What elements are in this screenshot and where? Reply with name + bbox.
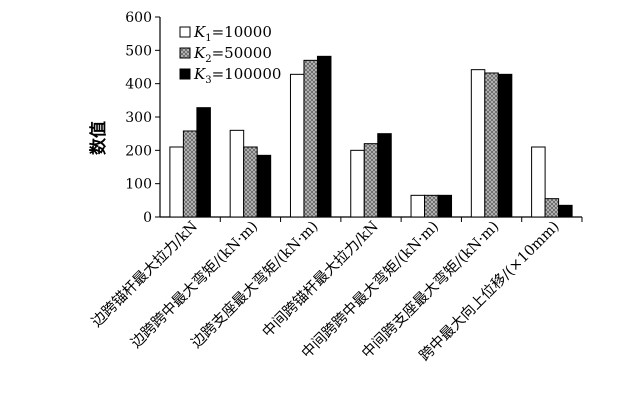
bar-1-cat-5 [410, 194, 426, 218]
y-tick-label: 300 [125, 110, 152, 126]
bar-2-cat-2 [243, 146, 258, 218]
y-axis-ticks: 0 100 200 300 400 500 600 [125, 10, 160, 226]
bars [169, 55, 573, 218]
y-tick-label: 500 [125, 43, 152, 59]
bar-1-cat-4 [350, 149, 365, 218]
bar-3-cat-3 [316, 55, 332, 218]
bar-2-cat-6 [484, 72, 499, 218]
bar-1-cat-2 [229, 129, 245, 218]
bar-1-cat-3 [289, 73, 305, 218]
legend-label-3: K3=100000 [193, 65, 281, 86]
y-tick-label: 200 [125, 143, 152, 159]
y-tick-label: 100 [125, 177, 152, 193]
bar-3-cat-5 [437, 194, 453, 218]
bar-2-cat-1 [182, 130, 198, 218]
bar-3-cat-7 [558, 204, 573, 218]
y-tick-label: 0 [143, 210, 152, 226]
bar-2-cat-3 [303, 59, 318, 218]
bar-2-cat-4 [363, 143, 379, 218]
bar-2-cat-7 [544, 198, 560, 218]
category-label: 边跨锚杆最大拉力/kN [88, 218, 201, 331]
legend-swatch-3 [179, 68, 191, 80]
legend-label-1: K1=10000 [193, 23, 272, 44]
y-axis-label: 数值 [88, 121, 109, 155]
x-axis-category-labels: 边跨锚杆最大拉力/kN边跨跨中最大弯矩/(kN·m)边跨支座最大弯矩/(kN·m… [88, 217, 583, 364]
category-label: 中间跨锚杆最大拉力/kN [259, 218, 382, 341]
legend-swatch-2 [179, 47, 191, 59]
bar-3-cat-4 [377, 133, 392, 218]
legend-swatch-1 [179, 26, 191, 38]
bar-1-cat-7 [531, 146, 546, 218]
bar-1-cat-1 [169, 146, 184, 218]
y-tick-label: 400 [125, 77, 152, 93]
legend-label-2: K2=50000 [193, 44, 272, 65]
bar-2-cat-5 [424, 194, 439, 218]
bar-3-cat-6 [497, 73, 513, 218]
bar-3-cat-2 [256, 154, 272, 218]
bar-3-cat-1 [196, 107, 211, 218]
category-label: 边跨支座最大弯矩/(kN·m) [188, 218, 322, 352]
category-label: 边跨跨中最大弯矩/(kN·m) [128, 218, 262, 352]
bar-1-cat-6 [470, 69, 486, 218]
y-tick-label: 600 [125, 10, 152, 26]
